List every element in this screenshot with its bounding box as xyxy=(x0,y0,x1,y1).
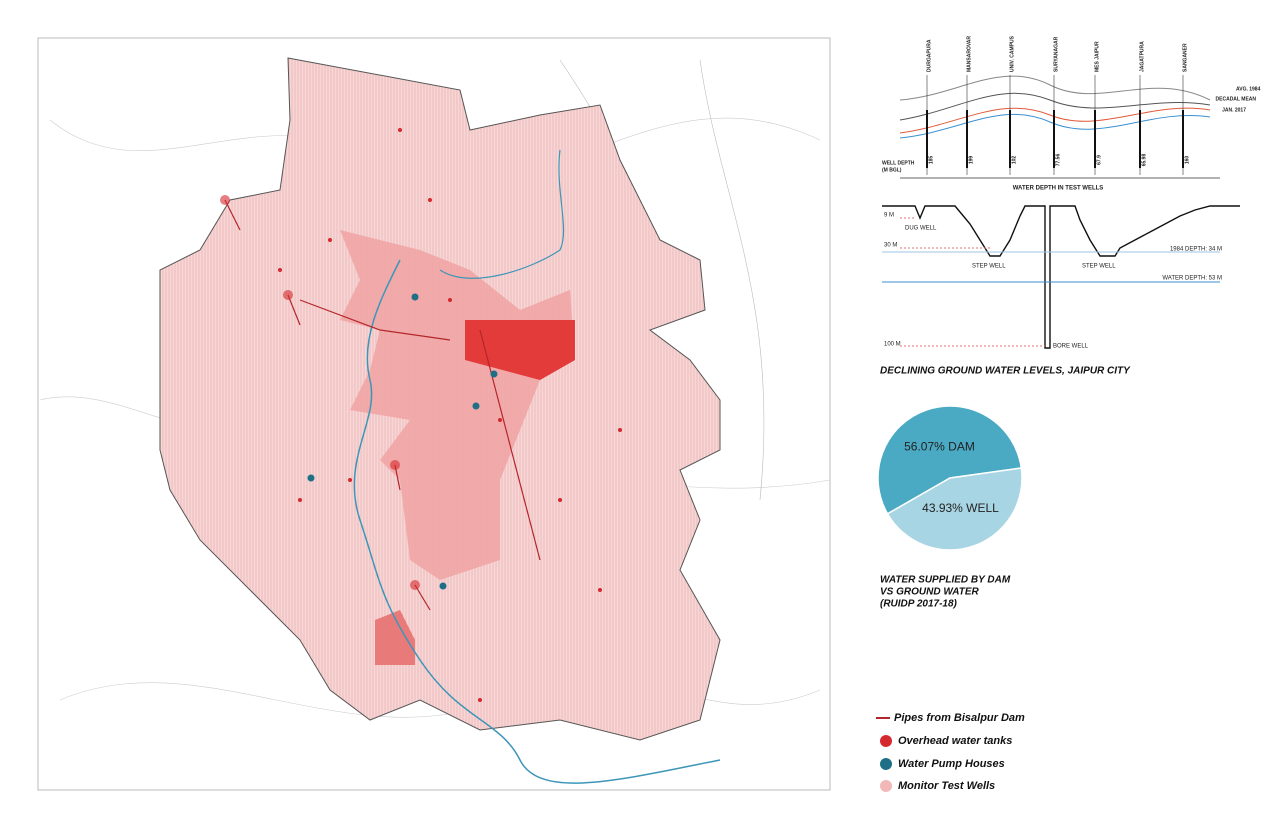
map xyxy=(39,57,831,784)
pump-houses xyxy=(307,293,498,590)
depth-label: 67.9 xyxy=(1096,155,1102,165)
pie-label: 43.93% WELL xyxy=(922,501,999,515)
depth-label: 102 xyxy=(1011,156,1017,165)
section-label: STEP WELL xyxy=(1082,264,1116,270)
river xyxy=(353,259,721,784)
pie-slice xyxy=(877,405,1023,515)
axis-label: (M BGL) xyxy=(882,167,902,173)
section-label: 1984 DEPTH: 34 M xyxy=(1170,247,1222,253)
pipe xyxy=(224,199,541,611)
station-label: SURYANAGAR xyxy=(1053,36,1059,72)
legend-label: Water Pump Houses xyxy=(898,758,1005,770)
walled-city xyxy=(465,320,575,380)
series-label: JAN. 2017 xyxy=(1222,107,1246,113)
section-label: BORE WELL xyxy=(1053,344,1089,350)
depth-label: 199 xyxy=(968,156,974,165)
station-label: SANGANER xyxy=(1182,43,1188,72)
legend: Pipes from Bisalpur Dam Overhead water t… xyxy=(876,712,1025,792)
station-label: MANSAROVAR xyxy=(966,36,972,72)
pie-title: WATER SUPPLIED BY DAM xyxy=(880,575,1011,586)
dense-zone xyxy=(340,230,575,580)
well-profile xyxy=(899,75,1220,179)
section-label: 9 M xyxy=(884,213,894,219)
section-label: 100 M xyxy=(884,342,901,348)
pie-title: (RUIDP 2017-18) xyxy=(880,599,958,610)
legend-label: Monitor Test Wells xyxy=(898,780,995,792)
pie-chart: 56.07% DAM 43.93% WELL xyxy=(877,405,1023,551)
pie-label: 56.07% DAM xyxy=(904,440,975,454)
pie-title: VS GROUND WATER xyxy=(880,587,979,598)
station-label: UNIV. CAMPUS xyxy=(1009,35,1015,72)
section-label: DUG WELL xyxy=(905,226,937,232)
section-label: WATER DEPTH: 53 M xyxy=(1162,276,1222,282)
stations: DURGAPURA 185 MANSAROVAR 199 UNIV. CAMPUS 102… xyxy=(926,35,1190,175)
axis-label: WELL DEPTH xyxy=(882,160,915,166)
section xyxy=(882,205,1240,349)
depth-label: 65.98 xyxy=(1141,154,1147,167)
pie-slice xyxy=(886,467,1023,551)
legend-swatch xyxy=(880,735,892,747)
series-label: DECADAL MEAN xyxy=(1216,96,1257,102)
depth-label: 185 xyxy=(928,156,934,165)
legend-label: Overhead water tanks xyxy=(898,735,1012,747)
legend-label: Pipes from Bisalpur Dam xyxy=(894,712,1025,724)
section-label: 30 M xyxy=(884,243,897,249)
depth-label: 160 xyxy=(1184,156,1190,165)
caption: WATER DEPTH IN TEST WELLS xyxy=(1013,186,1104,192)
section-label: STEP WELL xyxy=(972,264,1006,270)
station-label: MES JAIPUR xyxy=(1094,41,1100,72)
legend-swatch xyxy=(880,758,892,770)
depth-label: 77.56 xyxy=(1055,154,1061,167)
legend-swatch xyxy=(880,780,892,792)
tanks xyxy=(220,128,622,702)
section-title: DECLINING GROUND WATER LEVELS, JAIPUR CI… xyxy=(880,366,1131,377)
station-label: JAGATPURA xyxy=(1139,41,1145,72)
station-label: DURGAPURA xyxy=(926,39,932,72)
zone xyxy=(375,610,415,665)
series-label: AVG. 1984 xyxy=(1236,86,1261,92)
river xyxy=(439,149,565,279)
